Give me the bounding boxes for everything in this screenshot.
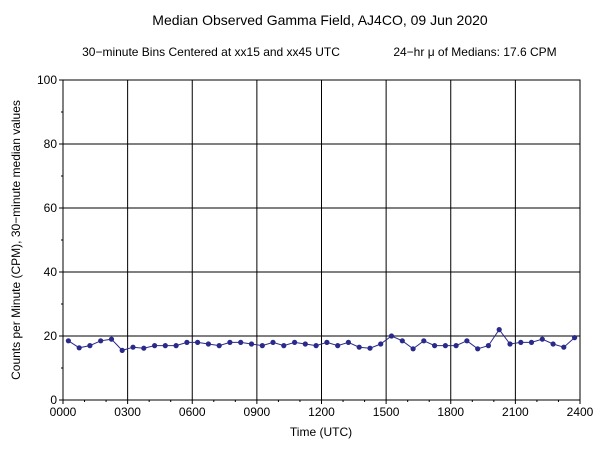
data-point <box>313 343 319 349</box>
data-point <box>302 341 308 347</box>
x-tick-label: 0900 <box>244 405 271 419</box>
data-point <box>216 343 222 349</box>
data-point <box>539 336 545 342</box>
data-point <box>119 347 125 353</box>
data-point <box>195 339 201 345</box>
data-point <box>130 344 136 350</box>
data-point <box>432 343 438 349</box>
x-tick-label: 0000 <box>50 405 77 419</box>
data-point <box>173 343 179 349</box>
data-point <box>367 345 373 351</box>
y-axis-label: Counts per Minute (CPM), 30−minute media… <box>9 100 23 380</box>
chart-title: Median Observed Gamma Field, AJ4CO, 09 J… <box>152 12 488 28</box>
data-point <box>227 339 233 345</box>
grid-lines <box>63 80 580 400</box>
data-point <box>259 343 265 349</box>
data-point <box>205 341 211 347</box>
data-point <box>399 338 405 344</box>
data-point <box>281 343 287 349</box>
data-point <box>442 343 448 349</box>
data-point <box>388 333 395 339</box>
data-point <box>152 343 158 349</box>
data-point <box>410 346 416 352</box>
data-point <box>453 343 459 349</box>
data-point <box>518 339 524 345</box>
data-point <box>162 343 168 349</box>
x-tick-label: 0300 <box>114 405 141 419</box>
data-point <box>561 344 567 350</box>
x-tick-label: 2400 <box>567 405 594 419</box>
y-axis-ticks: 0 20 40 60 80 100 <box>37 73 63 407</box>
data-point <box>108 336 115 342</box>
data-point <box>345 339 351 345</box>
y-tick-label: 100 <box>37 73 57 87</box>
y-tick-label: 60 <box>44 201 58 215</box>
data-point <box>248 341 255 347</box>
data-point <box>507 341 513 347</box>
x-tick-label: 2100 <box>502 405 529 419</box>
y-tick-label: 0 <box>50 393 57 407</box>
data-point <box>421 338 427 344</box>
data-point <box>475 346 481 352</box>
data-point <box>87 343 93 349</box>
data-point <box>141 345 147 351</box>
data-point <box>335 343 341 349</box>
data-point <box>270 339 276 345</box>
data-point <box>378 341 384 347</box>
series-layer <box>65 327 578 353</box>
data-point <box>98 338 104 344</box>
data-point <box>528 339 535 345</box>
x-tick-label: 1800 <box>437 405 464 419</box>
x-tick-label: 1500 <box>373 405 400 419</box>
x-tick-label: 1200 <box>308 405 335 419</box>
data-point <box>572 335 578 341</box>
x-axis-label: Time (UTC) <box>290 425 352 439</box>
data-point <box>324 339 330 345</box>
data-point <box>184 339 190 345</box>
data-point <box>292 339 298 345</box>
data-point <box>356 344 362 350</box>
x-axis-ticks: 0000 0300 0600 0900 1200 1500 1800 2100 2400 <box>50 400 594 419</box>
chart-subtitle-mean: 24−hr μ of Medians: 17.6 CPM <box>393 45 556 59</box>
chart-subtitle-bins: 30−minute Bins Centered at xx15 and xx45… <box>82 45 340 59</box>
data-point <box>550 341 556 347</box>
y-tick-label: 40 <box>44 265 58 279</box>
y-tick-label: 20 <box>44 329 58 343</box>
data-point <box>65 338 71 344</box>
data-point <box>238 339 244 345</box>
y-tick-label: 80 <box>44 137 58 151</box>
data-point <box>76 345 82 351</box>
data-point <box>464 338 470 344</box>
data-point <box>496 327 502 333</box>
data-point <box>485 343 491 349</box>
x-tick-label: 0600 <box>179 405 206 419</box>
